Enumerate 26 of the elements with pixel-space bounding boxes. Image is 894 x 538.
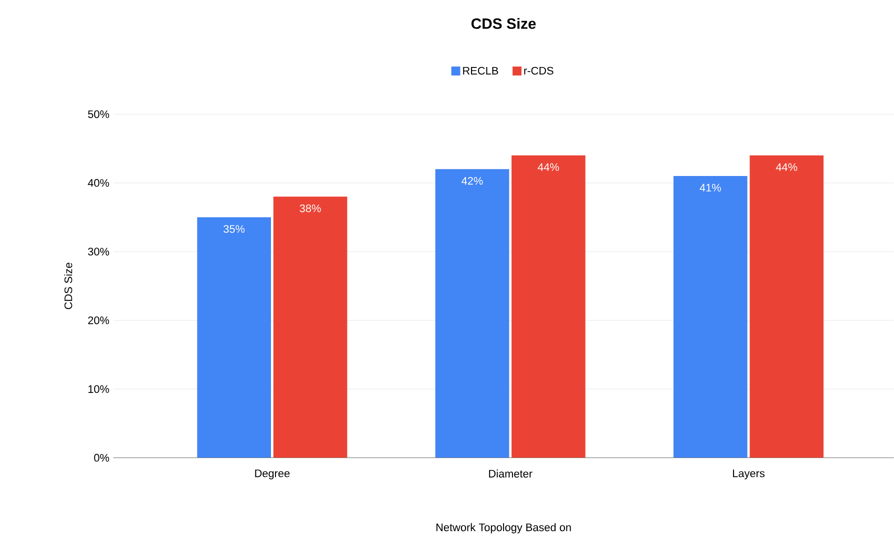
x-tick-label: Diameter: [489, 469, 532, 478]
data-label: 42%: [462, 176, 483, 185]
y-tick-label: 10%: [88, 385, 110, 393]
y-tick-label: 20%: [88, 316, 110, 324]
data-label: 44%: [538, 163, 559, 171]
legend-label: RECLB: [463, 66, 498, 75]
y-tick-label: 30%: [88, 248, 110, 256]
data-label: 38%: [300, 204, 321, 212]
y-tick-label: 0%: [94, 454, 110, 462]
data-label: 41%: [700, 184, 721, 192]
bar: [273, 196, 348, 458]
bar: [197, 217, 271, 458]
legend-label: r-CDS: [524, 66, 554, 75]
bar: [435, 169, 510, 458]
y-axis-title: CDS Size: [64, 262, 72, 310]
data-label: 44%: [776, 163, 798, 171]
x-axis-title: Network Topology Based on: [436, 523, 571, 534]
y-tick-label: 50%: [88, 110, 110, 118]
bar: [673, 176, 748, 458]
data-label: 35%: [224, 225, 245, 233]
y-tick-label: 40%: [88, 178, 110, 187]
bar: [750, 155, 824, 458]
bar: [512, 155, 586, 458]
x-tick-label: Layers: [733, 469, 765, 480]
x-tick-label: Degree: [255, 469, 290, 480]
chart-title: CDS Size: [471, 18, 536, 29]
